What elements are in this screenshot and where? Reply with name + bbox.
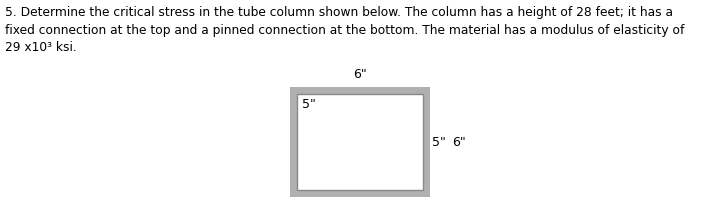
Bar bbox=[290, 87, 430, 197]
Text: 6": 6" bbox=[452, 136, 466, 149]
Text: 5": 5" bbox=[432, 136, 446, 149]
Bar bbox=[297, 95, 423, 190]
Text: 5. Determine the critical stress in the tube column shown below. The column has : 5. Determine the critical stress in the … bbox=[5, 6, 684, 54]
Text: 6": 6" bbox=[353, 68, 367, 81]
Text: 5": 5" bbox=[302, 98, 316, 110]
